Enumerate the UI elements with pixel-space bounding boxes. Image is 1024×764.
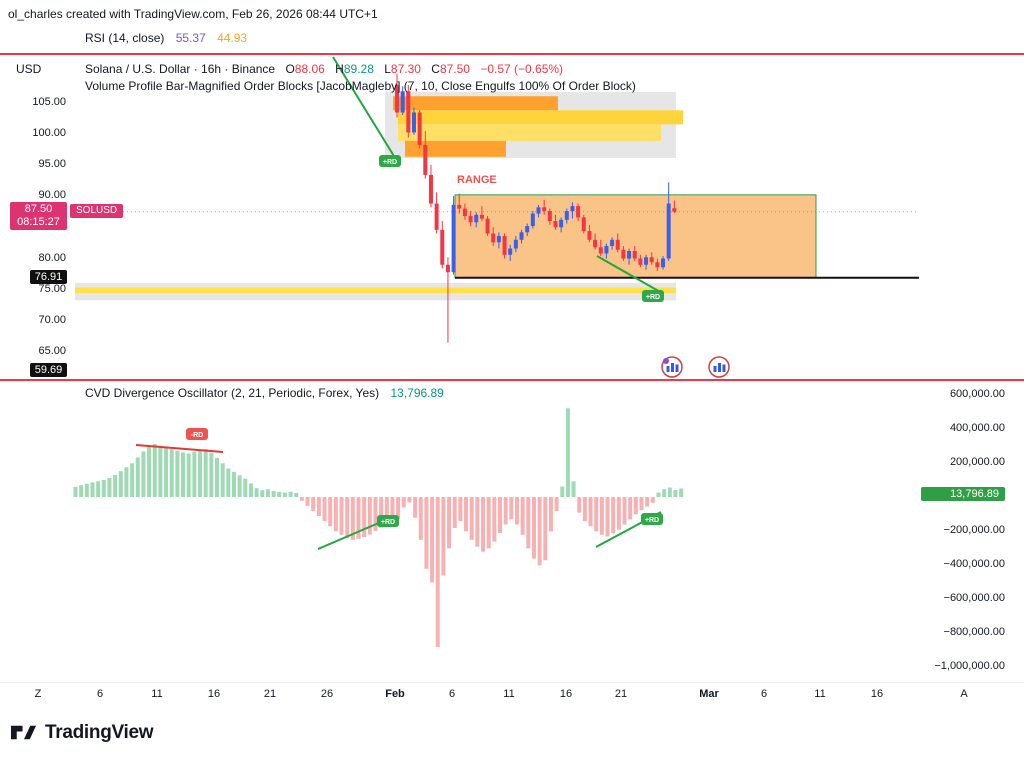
price-axis-label: 70.00 <box>38 313 66 326</box>
time-axis-label: 26 <box>320 688 334 700</box>
rd-badge[interactable]: +RD <box>642 290 664 302</box>
divergence-line[interactable] <box>135 444 224 453</box>
svg-text:+RD: +RD <box>383 159 397 166</box>
trend-line[interactable] <box>332 56 398 162</box>
level-badge: 59.69 <box>30 363 67 377</box>
order-block <box>393 96 558 111</box>
rd-badge[interactable]: +RD <box>377 515 399 527</box>
low-value: 87.30 <box>390 62 421 76</box>
cvd-axis-label: 200,000.00 <box>949 456 1005 468</box>
time-axis-label: 6 <box>96 688 104 700</box>
open-value: 88.06 <box>294 62 325 76</box>
current-price-badge: 87.50 08:15:27 <box>10 202 67 230</box>
close-value: 87.50 <box>439 62 470 76</box>
svg-text:+RD: +RD <box>646 294 660 301</box>
rd-badge[interactable]: -RD <box>186 428 208 440</box>
cvd-axis-label: 600,000.00 <box>949 388 1005 400</box>
cvd-axis-label: 400,000.00 <box>949 422 1005 434</box>
close-label: C <box>431 62 440 76</box>
rd-badge[interactable]: +RD <box>379 155 401 167</box>
bar-countdown: 08:15:27 <box>17 216 60 228</box>
rsi-value-2: 44.93 <box>217 31 248 45</box>
price-axis-label: 80.00 <box>38 251 66 264</box>
price-axis-label: 105.00 <box>32 95 66 108</box>
cvd-legend[interactable]: CVD Divergence Oscillator (2, 21, Period… <box>85 386 444 400</box>
high-label: H <box>335 62 344 76</box>
order-block <box>398 110 683 125</box>
time-axis-label: 6 <box>760 688 768 700</box>
cvd-value: 13,796.89 <box>390 386 444 400</box>
time-axis-label: 16 <box>559 688 573 700</box>
price-axis-currency-label[interactable]: USD <box>16 62 42 76</box>
symbol-title: Solana / U.S. Dollar · 16h · Binance <box>85 62 276 76</box>
price-axis-label: 75.00 <box>38 282 66 295</box>
rsi-legend[interactable]: RSI (14, close) 55.37 44.93 <box>85 31 247 45</box>
event-icon[interactable] <box>708 356 730 378</box>
price-axis-label: 65.00 <box>38 345 66 358</box>
rsi-value-1: 55.37 <box>175 31 206 45</box>
symbol-legend[interactable]: Solana / U.S. Dollar · 16h · Binance O88… <box>85 62 563 76</box>
open-label: O <box>285 62 295 76</box>
range-label: RANGE <box>457 174 497 186</box>
cvd-axis-label: −200,000.00 <box>943 524 1005 536</box>
tradingview-logo-icon[interactable] <box>10 719 37 746</box>
time-axis-label: 11 <box>151 688 163 700</box>
event-icon[interactable] <box>661 356 683 378</box>
svg-text:-RD: -RD <box>191 432 203 439</box>
time-axis-label: A <box>960 688 968 700</box>
time-axis-label: Z <box>34 688 42 700</box>
trend-line[interactable] <box>596 255 663 294</box>
symbol-tag: SOLUSD <box>70 204 124 218</box>
cvd-axis-label: −600,000.00 <box>943 592 1005 604</box>
pane-separator-middle[interactable] <box>0 379 1024 381</box>
cvd-axis-label: −400,000.00 <box>943 558 1005 570</box>
change-value: −0.57 (−0.65%) <box>480 62 564 76</box>
pane-separator-top[interactable] <box>0 53 1024 55</box>
rd-badge[interactable]: +RD <box>641 513 663 525</box>
cvd-axis-label: −800,000.00 <box>943 626 1005 638</box>
tradingview-wordmark[interactable]: TradingView <box>45 721 154 743</box>
footer: TradingView <box>10 719 154 746</box>
low-label: L <box>384 62 391 76</box>
yellow-level-band <box>75 287 676 294</box>
current-price-value: 87.50 <box>24 203 53 215</box>
time-axis-label: 16 <box>870 688 884 700</box>
high-value: 89.28 <box>343 62 374 76</box>
price-axis-label: 90.00 <box>38 189 66 202</box>
svg-text:+RD: +RD <box>381 519 395 526</box>
time-axis-label: 16 <box>207 688 221 700</box>
cvd-title: CVD Divergence Oscillator (2, 21, Period… <box>85 386 380 400</box>
time-axis-border <box>0 682 1024 683</box>
cvd-value-badge: 13,796.89 <box>921 487 1005 501</box>
cvd-axis-label: −1,000,000.00 <box>934 660 1005 672</box>
attribution-text: ol_charles created with TradingView.com,… <box>8 7 378 21</box>
time-axis-label: 11 <box>814 688 826 700</box>
rsi-label: RSI (14, close) <box>85 31 165 45</box>
time-axis-label: Feb <box>385 688 405 700</box>
order-block <box>405 140 506 157</box>
price-axis-label: 95.00 <box>38 157 66 170</box>
svg-text:+RD: +RD <box>645 517 659 524</box>
time-axis-label: 21 <box>263 688 277 700</box>
range-box[interactable] <box>454 194 817 279</box>
time-axis-label: 21 <box>614 688 628 700</box>
time-axis-label: 6 <box>448 688 456 700</box>
level-badge: 76.91 <box>30 270 67 284</box>
time-axis-label: Mar <box>699 688 719 700</box>
time-axis-label: 11 <box>503 688 515 700</box>
price-axis-label: 100.00 <box>32 126 66 139</box>
order-block <box>398 124 661 141</box>
indicator-legend[interactable]: Volume Profile Bar-Magnified Order Block… <box>85 79 636 93</box>
